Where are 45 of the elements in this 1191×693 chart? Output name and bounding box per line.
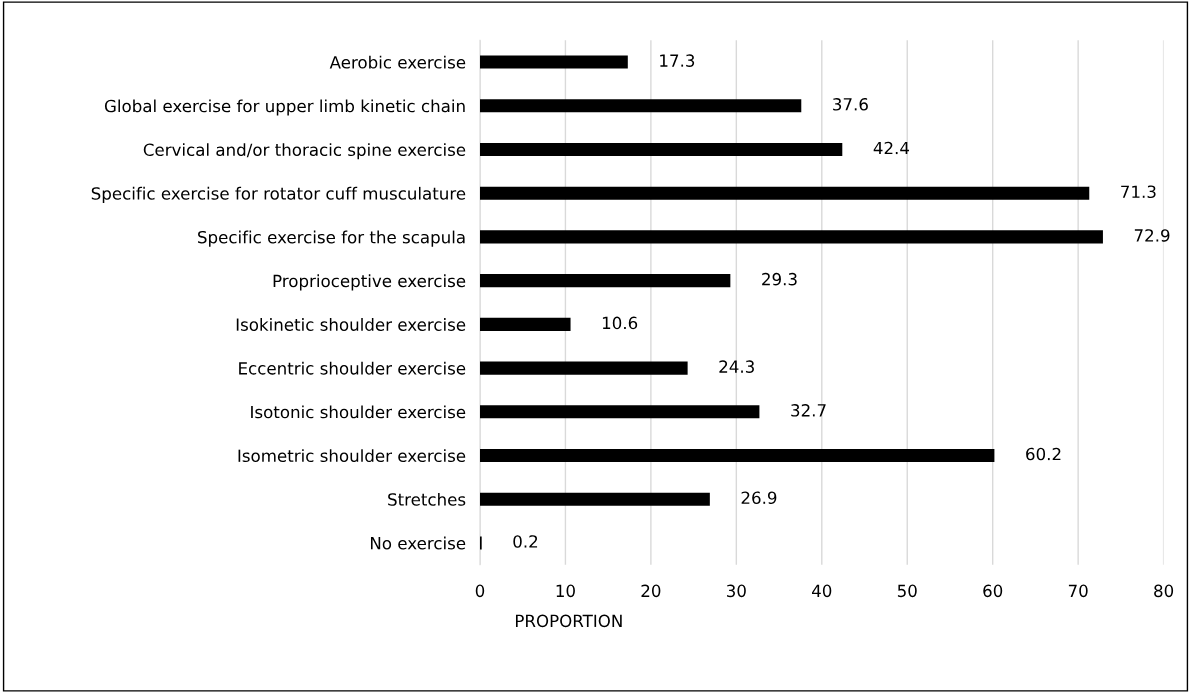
y-tick-label: Eccentric shoulder exercise — [239, 361, 466, 375]
data-label: 17.3 — [660, 54, 695, 67]
bar — [479, 274, 731, 288]
bar — [479, 186, 1090, 200]
x-tick-label: 30 — [727, 584, 746, 598]
data-label: 29.3 — [762, 272, 797, 286]
x-axis-title: PROPORTION — [515, 614, 622, 628]
y-tick-label: Aerobic exercise — [329, 55, 466, 69]
y-tick-label: Specific exercise for rotator cuff musculature — [91, 186, 466, 203]
data-label: 32.7 — [791, 404, 826, 417]
y-tick-label: Global exercise for upper limb kinetic chain — [104, 99, 465, 116]
y-tick-label: Isokinetic shoulder exercise — [236, 318, 466, 331]
data-label: 60.2 — [1026, 447, 1061, 461]
data-label: 42.4 — [873, 141, 910, 155]
bar — [479, 361, 688, 375]
y-tick-label: Isometric shoulder exercise — [238, 449, 466, 463]
x-tick-label: 0 — [475, 584, 485, 598]
data-label: 24.3 — [719, 360, 754, 373]
bar — [479, 492, 710, 506]
y-tick-label: No exercise — [370, 536, 466, 550]
y-tick-label: Cervical and/or thoracic spine exercise — [143, 143, 466, 160]
bar — [479, 230, 1103, 244]
data-label: 37.6 — [833, 98, 868, 111]
y-tick-label: Proprioceptive exercise — [273, 274, 466, 291]
data-label: 10.6 — [602, 316, 638, 330]
x-tick-label: 20 — [641, 584, 661, 598]
data-label: 26.9 — [741, 491, 777, 505]
x-tick-label: 40 — [812, 584, 832, 598]
y-tick-label: Stretches — [388, 492, 466, 506]
bar — [479, 142, 843, 157]
x-tick-label: 60 — [983, 584, 1003, 598]
bar — [479, 55, 628, 69]
y-tick-label: Specific exercise for the scapula — [198, 230, 465, 247]
x-tick-label: 80 — [1154, 584, 1174, 598]
bar — [479, 99, 802, 113]
x-tick-label: 70 — [1068, 584, 1088, 598]
x-tick-label: 10 — [556, 584, 575, 598]
data-label: 71.3 — [1121, 185, 1156, 199]
bar — [479, 405, 760, 419]
data-label: 72.9 — [1134, 229, 1170, 242]
bar — [479, 448, 995, 463]
data-label: 0.2 — [513, 535, 538, 548]
y-tick-label: Isotonic shoulder exercise — [251, 405, 466, 419]
x-tick-label: 50 — [897, 584, 917, 598]
bar — [479, 317, 571, 331]
